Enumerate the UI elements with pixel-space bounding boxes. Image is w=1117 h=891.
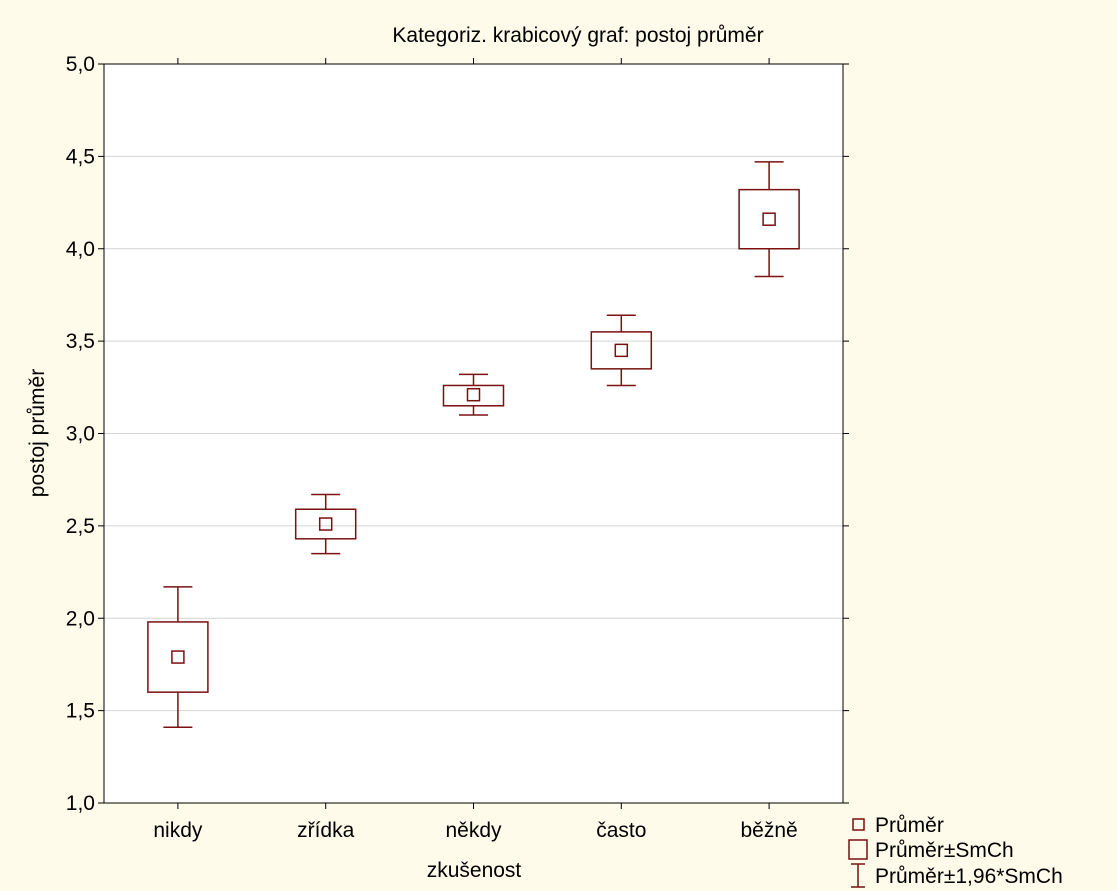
mean-marker bbox=[762, 212, 776, 226]
legend-mean-symbol bbox=[852, 818, 865, 831]
mean-marker bbox=[466, 387, 481, 402]
y-tick-label: 3,0 bbox=[66, 423, 95, 446]
y-tick-label: 4,0 bbox=[66, 238, 95, 261]
x-tick-label: zřídka bbox=[297, 819, 355, 842]
grid-lines bbox=[104, 155, 843, 712]
legend-box-symbol bbox=[848, 839, 868, 860]
mean-marker bbox=[318, 517, 333, 531]
mean-marker bbox=[171, 650, 185, 664]
x-tick-label: nikdy bbox=[153, 819, 203, 842]
y-axis-label: postoj průměr bbox=[26, 369, 49, 497]
se-box bbox=[738, 188, 800, 250]
se-box bbox=[294, 508, 357, 540]
legend-item: Průměr±1,96*SmCh bbox=[851, 863, 1063, 888]
legend-item: Průměr±SmCh bbox=[848, 839, 1014, 862]
y-axis-ticks: 1,0 1,5 2,0 2,5 3,0 3,5 4,0 4,5 5,0 bbox=[66, 53, 849, 815]
x-tick-label: někdy bbox=[445, 819, 502, 842]
legend-item: Průměr bbox=[852, 814, 944, 837]
se-box bbox=[442, 384, 505, 407]
chart-title: Kategoriz. krabicový graf: postoj průměr bbox=[392, 24, 763, 47]
x-axis-label: zkušenost bbox=[427, 859, 522, 882]
box-marks bbox=[147, 161, 800, 729]
x-tick-label: často bbox=[596, 819, 646, 842]
y-tick-label: 1,5 bbox=[66, 700, 95, 723]
y-tick-label: 5,0 bbox=[66, 53, 95, 76]
legend-label: Průměr±SmCh bbox=[875, 839, 1014, 862]
se-box bbox=[147, 621, 209, 693]
x-tick-label: běžně bbox=[740, 819, 797, 842]
box-group bbox=[147, 586, 209, 729]
y-tick-label: 3,5 bbox=[66, 330, 95, 353]
box-group bbox=[442, 373, 505, 416]
legend-label: Průměr bbox=[875, 814, 944, 837]
x-axis-ticks: nikdy zřídka někdy často běžně bbox=[153, 58, 798, 842]
y-tick-label: 1,0 bbox=[66, 792, 95, 815]
box-group bbox=[590, 314, 653, 387]
y-tick-label: 2,0 bbox=[66, 607, 95, 630]
y-tick-label: 2,5 bbox=[66, 515, 95, 538]
box-group bbox=[738, 161, 800, 278]
mean-marker bbox=[614, 343, 629, 358]
box-group bbox=[294, 493, 357, 555]
y-tick-label: 4,5 bbox=[66, 145, 95, 168]
legend-label: Průměr±1,96*SmCh bbox=[875, 865, 1063, 888]
se-box bbox=[590, 331, 653, 370]
